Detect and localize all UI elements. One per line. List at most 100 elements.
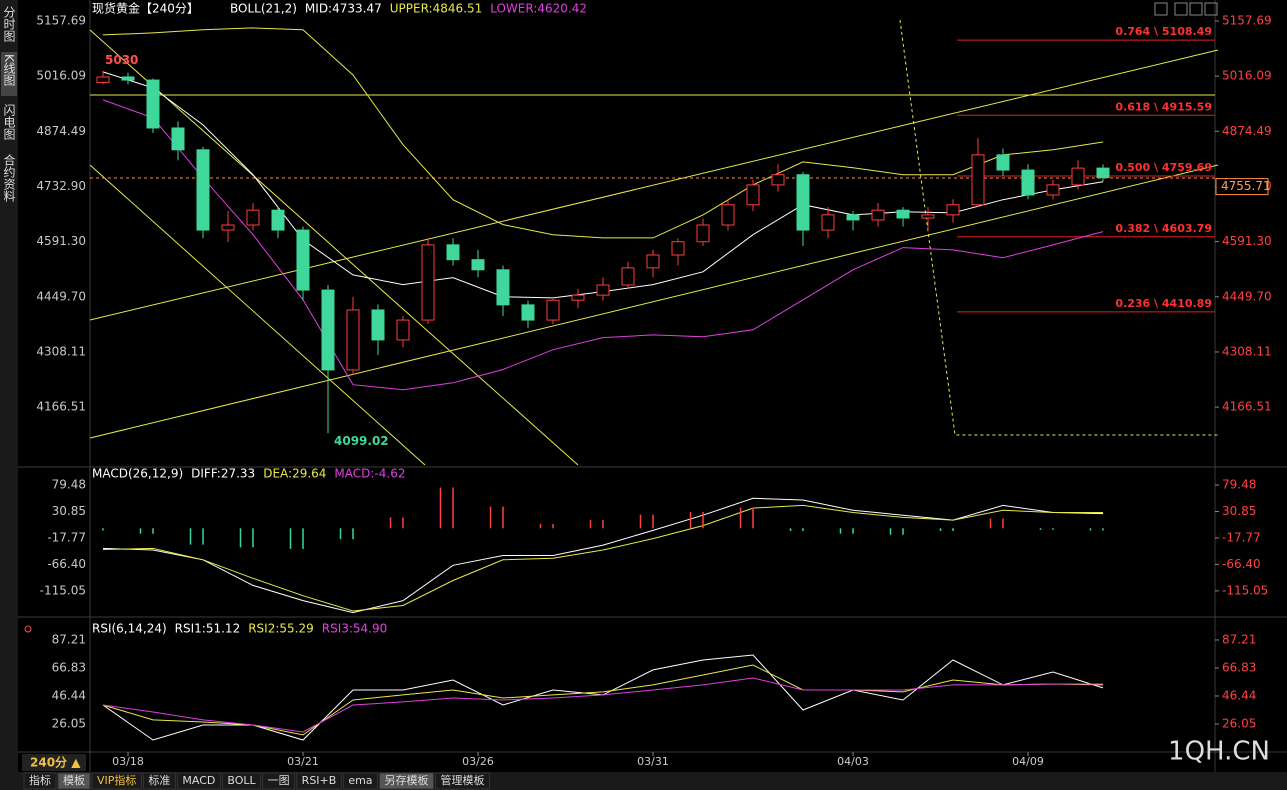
- y-tick-label-right: -17.77: [1222, 530, 1261, 544]
- y-tick-label-right: -66.40: [1222, 557, 1261, 571]
- tab-bg[interactable]: [221, 772, 262, 790]
- y-tick-label-left: 66.83: [52, 660, 86, 674]
- y-tick-label-right: 4308.11: [1222, 344, 1272, 358]
- sidebar-tab[interactable]: K线图: [2, 54, 16, 86]
- y-tick-label-right: 5157.69: [1222, 13, 1272, 27]
- y-tick-label-left: 4449.70: [36, 289, 86, 303]
- candle-body: [446, 244, 460, 261]
- legend-item: DIFF:27.33: [191, 467, 255, 481]
- candle-body: [646, 254, 660, 269]
- x-tick-label: 04/03: [837, 755, 869, 768]
- candle-body: [1046, 184, 1060, 196]
- fib-label: 0.236 \ 4410.89: [1115, 297, 1212, 310]
- watermark: 1QH.CN: [1168, 737, 1270, 767]
- sidebar-tab[interactable]: 合约资料: [2, 153, 16, 202]
- y-tick-label-right: 26.05: [1222, 716, 1256, 730]
- y-tick-label-right: -115.05: [1222, 583, 1268, 597]
- indicator-line: [102, 99, 1104, 391]
- sidebar: [0, 0, 18, 772]
- candle-body: [96, 76, 110, 83]
- y-tick-label-left: -66.40: [47, 557, 86, 571]
- tab-bg[interactable]: [91, 772, 142, 790]
- candle-body: [746, 184, 760, 206]
- y-tick-label-left: 46.44: [52, 688, 86, 702]
- sidebar-tab[interactable]: 闪电图: [2, 104, 16, 140]
- tab-bg[interactable]: [296, 772, 342, 790]
- tab[interactable]: BOLL: [227, 774, 256, 787]
- x-tick-label: 03/21: [287, 755, 319, 768]
- tab-bg[interactable]: [176, 772, 221, 790]
- tab-bg[interactable]: [262, 772, 296, 790]
- indicator-line: [102, 664, 1104, 736]
- tab[interactable]: 指标: [29, 773, 51, 787]
- tab[interactable]: VIP指标: [97, 773, 136, 787]
- legend-item: BOLL(21,2): [230, 2, 297, 16]
- y-tick-label-right: 4874.49: [1222, 124, 1272, 138]
- legend-item: MACD:-4.62: [334, 467, 405, 481]
- y-tick-label-right: 87.21: [1222, 632, 1256, 646]
- tab-bg[interactable]: [57, 772, 91, 790]
- fib-label: 0.500 \ 4759.69: [1115, 161, 1212, 174]
- tab-bg[interactable]: [342, 772, 379, 790]
- candle-body: [221, 224, 235, 231]
- tab[interactable]: 标准: [148, 773, 170, 787]
- candle-body: [396, 319, 410, 341]
- toolbar-icons[interactable]: [1154, 2, 1218, 16]
- y-tick-label-left: 5016.09: [36, 69, 86, 83]
- tab-bg[interactable]: [23, 772, 57, 790]
- y-tick-label-left: 5157.69: [36, 13, 86, 27]
- period[interactable]: 240分 ▲: [30, 755, 81, 770]
- candle-body: [146, 79, 160, 129]
- legend-item: UPPER:4846.51: [390, 2, 482, 16]
- x-tick-label: 03/18: [112, 755, 144, 768]
- indicator-line: [102, 497, 1104, 614]
- candle-body: [946, 204, 960, 216]
- legend-item: RSI(6,14,24): [92, 622, 167, 636]
- tab[interactable]: ema: [348, 774, 372, 787]
- y-tick-label-right: 30.85: [1222, 504, 1256, 518]
- tab-bg[interactable]: [379, 772, 435, 790]
- tab[interactable]: 一图: [268, 774, 290, 787]
- tab-bg[interactable]: [142, 772, 176, 790]
- candle-body: [421, 244, 435, 321]
- tab-bg[interactable]: [435, 772, 491, 790]
- candle-body: [546, 299, 560, 321]
- tab[interactable]: 管理模板: [441, 773, 485, 787]
- y-tick-label-right: 66.83: [1222, 660, 1256, 674]
- candle-body: [846, 214, 860, 221]
- legend-item: MID:4733.47: [305, 2, 382, 16]
- tab[interactable]: MACD: [182, 774, 215, 787]
- legend-item: RSI1:51.12: [175, 622, 241, 636]
- tab[interactable]: 模板: [63, 773, 85, 787]
- y-tick-label-left: 4732.90: [36, 179, 86, 193]
- tab[interactable]: 另存模板: [385, 773, 429, 787]
- fib-label: 0.764 \ 5108.49: [1115, 25, 1212, 38]
- candle-body: [721, 204, 735, 226]
- candle-body: [771, 174, 785, 186]
- legend-item: DEA:29.64: [263, 467, 326, 481]
- candle-body: [596, 284, 610, 296]
- indicator-line: [102, 504, 1103, 612]
- candle-body: [821, 214, 835, 231]
- candle-body: [996, 154, 1010, 171]
- y-tick-label-left: 30.85: [52, 504, 86, 518]
- y-tick-label-right: 4449.70: [1222, 289, 1272, 303]
- candle-body: [346, 309, 360, 371]
- y-tick-label-left: 4308.11: [36, 344, 86, 358]
- legend-item: LOWER:4620.42: [490, 2, 587, 16]
- y-tick-label-left: 26.05: [52, 716, 86, 730]
- sidebar-tab[interactable]: 分时图: [2, 6, 16, 42]
- period-box[interactable]: [22, 754, 86, 771]
- candle-body: [571, 294, 585, 301]
- y-tick-label-left: 79.48: [52, 478, 86, 492]
- candle-body: [696, 224, 710, 243]
- y-tick-label-left: 4166.51: [36, 400, 86, 414]
- sidebar-active: [1, 52, 17, 96]
- y-tick-label-right: 4591.30: [1222, 234, 1272, 248]
- y-tick-label-right: 79.48: [1222, 478, 1256, 492]
- candle-body: [271, 209, 285, 231]
- panel-icon[interactable]: [24, 625, 32, 633]
- tab[interactable]: RSI+B: [302, 774, 337, 787]
